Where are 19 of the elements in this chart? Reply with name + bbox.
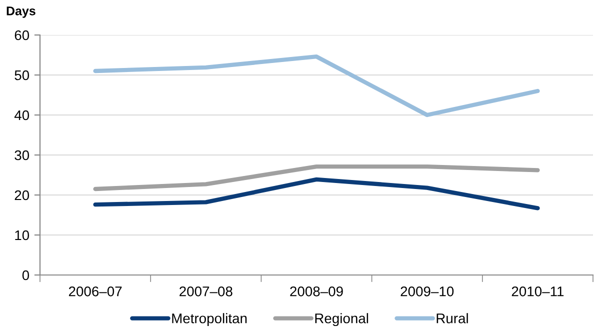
x-tick-label: 2008–09 (290, 286, 343, 296)
x-tick-label: 2007–08 (180, 286, 232, 296)
y-tick-label: 20 (14, 190, 30, 200)
line-series (93, 177, 540, 210)
legend-label: Rural (436, 313, 468, 324)
y-tick-label: 10 (15, 230, 30, 240)
legend-label: Regional (315, 313, 368, 326)
x-tick-label: 2010–11 (512, 286, 564, 296)
y-tick-label: 40 (14, 110, 30, 120)
y-tick-label: 0 (22, 270, 30, 280)
y-tick-label: 30 (14, 150, 30, 160)
y-axis-title: Days (6, 6, 36, 18)
line-series (93, 164, 540, 192)
y-tick-label: 60 (14, 30, 30, 40)
x-tick-label: 2009–10 (400, 286, 454, 296)
legend-label: Metropolitan (172, 313, 247, 326)
x-tick-label: 2006–07 (68, 286, 122, 296)
y-tick-label: 50 (14, 70, 30, 80)
line-series (93, 54, 540, 118)
